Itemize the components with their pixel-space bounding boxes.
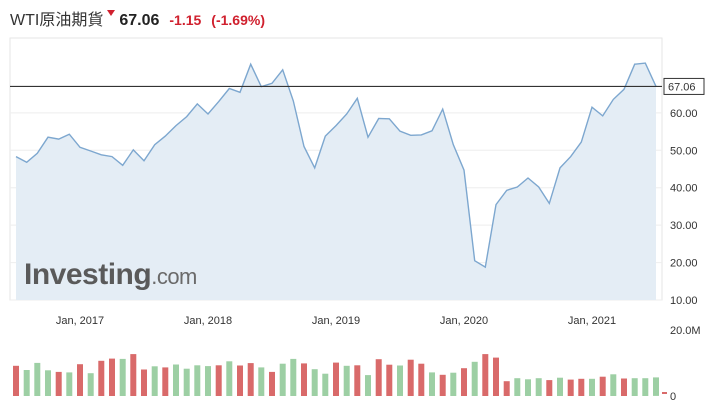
price-change-percent: (-1.69%) [211,12,265,28]
volume-bar [589,378,595,396]
volume-bar [621,378,627,396]
volume-bar [610,374,617,396]
volume-bar [557,377,563,396]
x-tick-label: Jan, 2018 [184,315,232,327]
volume-bar [407,359,414,396]
volume-bar [642,378,649,396]
volume-bar [237,365,243,396]
volume-bar [194,365,201,396]
y-tick-label: 10.00 [670,295,698,307]
volume-bar [439,374,446,396]
volume-bar [429,372,435,396]
y-tick-label: 20.00 [670,258,698,270]
volume-bar [599,376,606,396]
x-tick-label: Jan, 2017 [56,315,104,327]
volume-bar [343,365,350,396]
watermark-brand: Investing [24,258,152,291]
price-area [16,63,656,300]
volume-bar [226,361,233,396]
instrument-name: WTI原油期貨 [10,12,104,29]
last-price-box [663,77,705,95]
volume-bar [503,381,510,396]
volume-bar [151,366,158,396]
volume-bar [375,359,382,396]
volume-bar [119,358,126,396]
volume-bar [311,369,318,396]
volume-bar [45,370,51,396]
volume-bar [450,372,457,396]
volume-bar [98,360,105,396]
volume-bar [34,362,41,396]
volume-bar [514,378,521,396]
volume-tick-bottom: 0 [670,391,676,403]
volume-bar [109,358,115,396]
volume-bar [354,365,361,396]
price-change: -1.15 [169,12,202,28]
volume-bar [77,364,83,396]
volume-bar [269,371,275,396]
volume-bar [578,378,585,396]
volume-bar [322,373,329,396]
volume-bar [535,378,542,396]
volume-bar [130,354,137,396]
watermark-suffix: .com [151,264,197,289]
investing-logo: Investing.com [24,258,197,292]
x-tick-label: Jan, 2019 [312,315,360,327]
volume-tick-top: 20.0M [670,325,701,337]
y-tick-label: 60.00 [670,108,698,120]
volume-bar [493,357,499,396]
volume-bar [418,363,425,396]
volume-bar [471,361,478,396]
y-tick-label: 50.00 [670,145,698,157]
volume-bar [215,365,222,396]
volume-bar [183,368,190,396]
volume-bar [301,363,307,396]
down-arrow-icon [107,10,116,16]
volume-bar [87,373,94,396]
x-tick-label: Jan, 2021 [568,315,616,327]
volume-bar [567,379,574,396]
volume-bar [173,364,179,396]
volume-bar [247,363,254,396]
volume-bar [461,368,467,396]
volume-bar [397,365,403,396]
last-price-label: 67.06 [668,81,696,93]
volume-bar [13,365,19,396]
volume-bar [290,358,297,396]
y-tick-label: 40.00 [670,183,698,195]
volume-bar [66,372,73,396]
volume-bar [279,363,286,396]
volume-bar [631,378,638,396]
volume-bar [162,367,169,396]
chart-header: WTI原油期貨 67.06 -1.15 (-1.69%) [10,6,265,30]
price-line [15,62,657,269]
volume-bar [258,367,265,396]
volume-bar [23,370,30,396]
last-price: 67.06 [119,12,160,29]
volume-bar [333,362,339,396]
volume-bar [205,366,211,396]
volume-bar [653,377,659,396]
y-tick-label: 30.00 [670,220,698,232]
volume-bar [525,379,531,396]
volume-bar [141,369,147,396]
volume-bar [55,371,62,396]
volume-bar [546,380,553,396]
volume-bar [482,354,489,396]
volume-bar [386,364,393,396]
x-tick-label: Jan, 2020 [440,315,488,327]
volume-bar [365,375,371,396]
